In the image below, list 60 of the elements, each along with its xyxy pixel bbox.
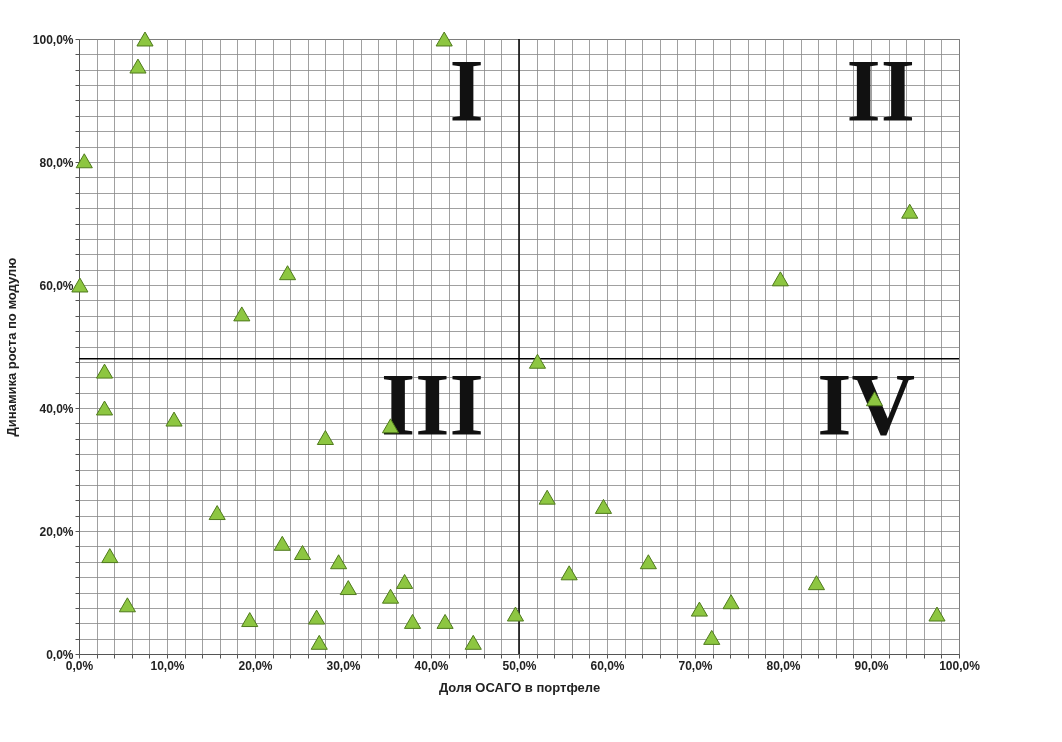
point xyxy=(101,548,119,564)
point xyxy=(703,629,721,645)
x-tick-label: 90,0% xyxy=(854,658,889,673)
point xyxy=(396,573,414,589)
point xyxy=(273,535,291,551)
point xyxy=(436,613,454,629)
x-tick-label: 20,0% xyxy=(238,658,273,673)
point xyxy=(690,601,708,617)
x-tick-label: 10,0% xyxy=(150,658,185,673)
x-tick-label: 40,0% xyxy=(414,658,449,673)
point xyxy=(95,363,114,379)
point xyxy=(71,277,89,293)
annotation: III xyxy=(381,356,484,453)
y-tick-label: 60,0% xyxy=(39,278,74,293)
point xyxy=(807,575,825,591)
point xyxy=(403,613,422,629)
y-tick-label: 80,0% xyxy=(39,155,74,170)
x-tick-label: 80,0% xyxy=(766,658,801,673)
point xyxy=(339,580,357,596)
point xyxy=(233,306,251,322)
x-tick-label: 100,0% xyxy=(939,658,981,673)
point xyxy=(528,353,547,369)
y-tick-label: 100,0% xyxy=(32,32,74,47)
point xyxy=(901,203,919,219)
point xyxy=(330,554,348,570)
annotation: IV xyxy=(817,356,915,453)
point xyxy=(208,505,226,521)
x-axis-title: Доля ОСАГО в портфеле xyxy=(438,679,601,695)
annotation: II xyxy=(846,42,915,140)
point xyxy=(928,606,946,622)
point xyxy=(129,58,147,74)
x-tick-label: 60,0% xyxy=(590,658,625,673)
point xyxy=(75,153,93,169)
point xyxy=(771,271,789,287)
x-tick-label: 30,0% xyxy=(326,658,361,673)
point xyxy=(506,606,525,622)
point xyxy=(293,545,312,561)
point xyxy=(381,588,400,604)
point xyxy=(435,31,453,47)
point xyxy=(594,498,613,514)
point xyxy=(538,489,556,505)
point xyxy=(316,430,334,445)
point xyxy=(95,400,114,416)
point xyxy=(118,597,136,613)
point xyxy=(136,31,154,47)
point xyxy=(241,612,259,628)
point xyxy=(310,634,328,650)
y-axis-title: Динамика роста по модулю xyxy=(3,257,19,437)
point xyxy=(464,634,482,650)
x-tick-label: 50,0% xyxy=(502,658,537,673)
y-tick-label: 20,0% xyxy=(39,524,74,539)
point xyxy=(722,594,740,610)
point xyxy=(639,554,657,570)
point xyxy=(560,565,578,581)
point xyxy=(279,265,297,281)
x-tick-label: 70,0% xyxy=(678,658,713,673)
point xyxy=(308,609,326,625)
y-tick-label: 40,0% xyxy=(39,401,74,416)
annotation: I xyxy=(449,42,484,140)
point xyxy=(165,411,183,427)
